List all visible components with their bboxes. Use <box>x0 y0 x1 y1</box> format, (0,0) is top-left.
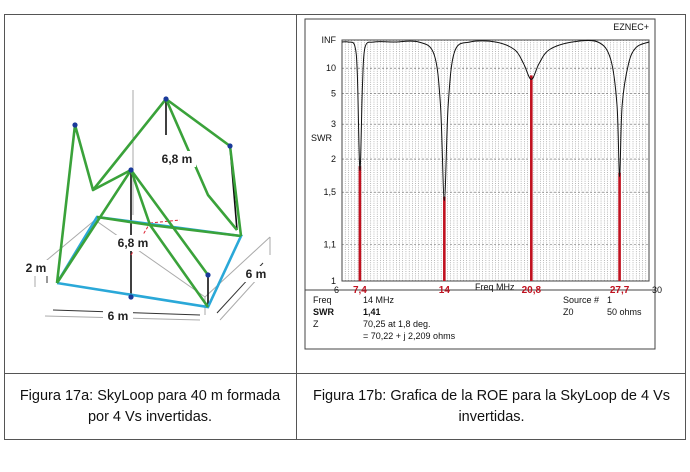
z0-label: Z0 <box>563 307 574 317</box>
table-divider-horizontal <box>4 373 686 374</box>
z-value-polar: 70,25 at 1,8 deg. <box>363 319 431 329</box>
label-peak-front: 6,8 m <box>118 236 149 250</box>
caption-figure-17a: Figura 17a: SkyLoop para 40 m formada po… <box>19 388 281 425</box>
y-tick-label: 1,1 <box>323 240 336 250</box>
skyloop-diagram: 6,8 m 6,8 m 2 m 6 m 6 m <box>23 90 271 324</box>
label-peak-back: 6,8 m <box>162 152 193 166</box>
source-label: Source # <box>563 295 599 305</box>
y-tick-label: 1,5 <box>323 187 336 197</box>
resonance-marker-label: 14 <box>439 285 451 296</box>
resonance-marker-label: 27,7 <box>610 285 630 296</box>
freq-label: Freq <box>313 295 332 305</box>
z-value-rect: = 70,22 + j 2,209 ohms <box>363 331 456 341</box>
swr-label: SWR <box>313 307 334 317</box>
y-axis-label: SWR <box>311 133 332 143</box>
table-divider-vertical <box>296 14 297 440</box>
resonance-marker-label: 7,4 <box>353 285 367 296</box>
label-side-front: 6 m <box>108 309 129 323</box>
software-label: EZNEC+ <box>613 22 649 32</box>
x-tick-label: 6 <box>334 285 339 295</box>
y-tick-label: INF <box>322 35 337 45</box>
x-axis-label: Freq MHz <box>475 282 515 292</box>
freq-value: 14 MHz <box>363 295 395 305</box>
x-tick-label: 30 <box>652 285 662 295</box>
y-tick-label: 2 <box>331 154 336 164</box>
info-panel: Freq 14 MHz SWR 1,41 Z 70,25 at 1,8 deg.… <box>313 295 642 341</box>
plot-area <box>341 39 650 282</box>
figure-table <box>4 14 686 440</box>
label-side-right: 6 m <box>246 267 267 281</box>
label-height: 2 m <box>26 261 47 275</box>
chart-grid <box>341 40 650 281</box>
source-value: 1 <box>607 295 612 305</box>
z0-value: 50 ohms <box>607 307 642 317</box>
caption-figure-17b: Figura 17b: Grafica de la ROE para la Sk… <box>312 388 671 425</box>
swr-value: 1,41 <box>363 307 381 317</box>
y-tick-label: 10 <box>326 63 336 73</box>
y-tick-label: 5 <box>331 89 336 99</box>
y-tick-label: 3 <box>331 119 336 129</box>
y-tick-label: 1 <box>331 276 336 286</box>
resonance-marker-label: 20,8 <box>522 285 542 296</box>
swr-curve <box>341 39 650 202</box>
z-label: Z <box>313 319 319 329</box>
